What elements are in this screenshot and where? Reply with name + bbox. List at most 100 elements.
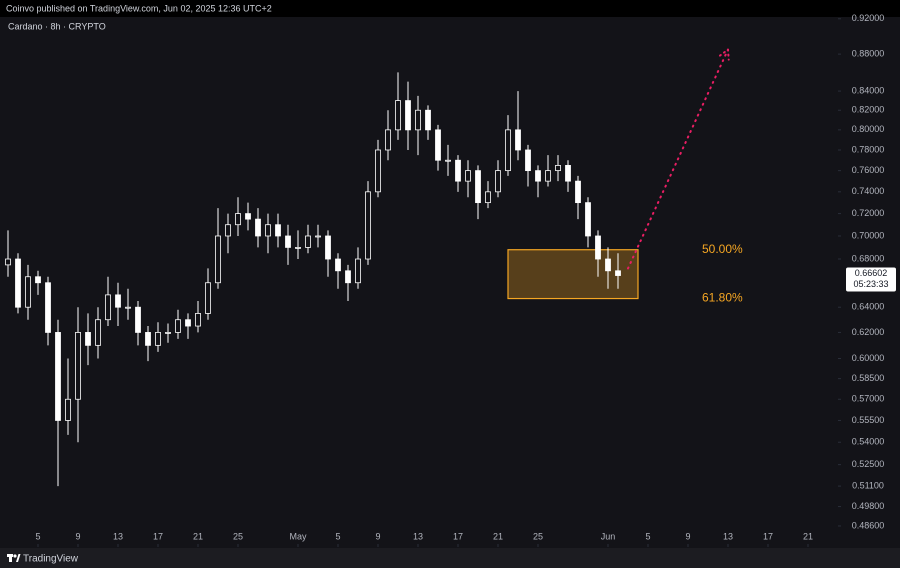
candle-body	[95, 319, 101, 346]
fib-label: 61.80%	[702, 291, 743, 305]
candle-body	[355, 258, 361, 284]
candle-body	[255, 218, 261, 237]
candle-body	[465, 170, 471, 182]
x-tick-label: 21	[493, 531, 503, 541]
candle-body	[175, 319, 181, 333]
y-tick-label: 0.92000	[852, 13, 885, 23]
x-tick-label: 13	[723, 531, 733, 541]
y-tick-label: 0.76000	[852, 165, 885, 175]
candle-body	[425, 109, 431, 131]
y-tick-label: 0.60000	[852, 353, 885, 363]
x-tick-label: May	[289, 531, 307, 541]
x-tick-label: 17	[153, 531, 163, 541]
candle-body	[365, 191, 371, 260]
x-tick-label: 5	[35, 531, 40, 541]
candle-body	[605, 258, 611, 272]
y-tick-label: 0.55500	[852, 415, 885, 425]
candle-body	[455, 159, 461, 182]
x-tick-label: 25	[233, 531, 243, 541]
candle-body	[295, 247, 301, 249]
candle-body	[325, 235, 331, 260]
candle-body	[105, 294, 111, 321]
candle-body	[595, 235, 601, 260]
candle-body	[115, 294, 121, 308]
candle-body	[65, 398, 71, 421]
candle-body	[185, 319, 191, 327]
candle-body	[415, 109, 421, 131]
candle-body	[145, 332, 151, 346]
price-tag-countdown: 05:23:33	[853, 279, 888, 289]
candle-body	[385, 129, 391, 151]
candle-body	[75, 332, 81, 400]
x-tick-label: 17	[453, 531, 463, 541]
brand: TradingView	[23, 554, 79, 565]
candle-body	[55, 332, 61, 421]
candle-body	[35, 276, 41, 284]
y-tick-label: 0.58500	[852, 373, 885, 383]
fib-label: 50.00%	[702, 242, 743, 256]
y-tick-label: 0.49800	[852, 501, 885, 511]
y-tick-label: 0.72000	[852, 208, 885, 218]
candle-body	[485, 191, 491, 204]
footer-bar	[0, 548, 900, 568]
y-tick-label: 0.48600	[852, 520, 885, 530]
x-tick-label: 13	[113, 531, 123, 541]
candle-body	[445, 159, 451, 162]
candle-body	[45, 282, 51, 333]
candle-body	[225, 224, 231, 237]
candle-body	[285, 235, 291, 248]
y-tick-label: 0.88000	[852, 48, 885, 58]
candle-body	[275, 224, 281, 237]
candle-body	[585, 202, 591, 237]
candle-body	[5, 258, 11, 266]
projection-arrowhead	[718, 47, 730, 61]
candle-body	[545, 170, 551, 182]
projection-line	[627, 48, 729, 270]
x-tick-label: 21	[193, 531, 203, 541]
x-tick-label: 5	[645, 531, 650, 541]
candle-body	[25, 276, 31, 308]
candle-body	[235, 213, 241, 226]
candle-body	[565, 165, 571, 182]
x-tick-label: 21	[803, 531, 813, 541]
y-tick-label: 0.54000	[852, 437, 885, 447]
candle-body	[535, 170, 541, 182]
candle-body	[335, 258, 341, 272]
candle-body	[495, 170, 501, 193]
x-tick-label: 17	[763, 531, 773, 541]
candle-body	[265, 224, 271, 237]
price-tag	[846, 267, 896, 292]
candle-body	[205, 282, 211, 314]
y-tick-label: 0.84000	[852, 85, 885, 95]
y-tick-label: 0.78000	[852, 144, 885, 154]
candle-body	[515, 129, 521, 151]
candle-body	[245, 213, 251, 220]
candle-body	[345, 270, 351, 284]
x-tick-label: 9	[75, 531, 80, 541]
brand-logo	[7, 554, 21, 562]
y-tick-label: 0.52500	[852, 459, 885, 469]
candle-body	[155, 332, 161, 346]
candle-body	[375, 149, 381, 193]
y-tick-label: 0.51100	[852, 480, 884, 490]
price-tag-value: 0.66602	[855, 268, 888, 278]
candle-body	[125, 306, 131, 309]
x-tick-label: 25	[533, 531, 543, 541]
candle-body	[505, 129, 511, 172]
candle-body	[195, 313, 201, 327]
candle-body	[615, 270, 621, 276]
candle-body	[135, 306, 141, 333]
x-tick-label: 9	[685, 531, 690, 541]
y-tick-label: 0.80000	[852, 124, 885, 134]
candle-body	[215, 235, 221, 284]
x-tick-label: 13	[413, 531, 423, 541]
y-tick-label: 0.82000	[852, 105, 885, 115]
y-tick-label: 0.57000	[852, 394, 885, 404]
candle-body	[315, 235, 321, 238]
header-bar	[0, 0, 900, 17]
candle-body	[395, 100, 401, 131]
x-tick-label: 5	[335, 531, 340, 541]
